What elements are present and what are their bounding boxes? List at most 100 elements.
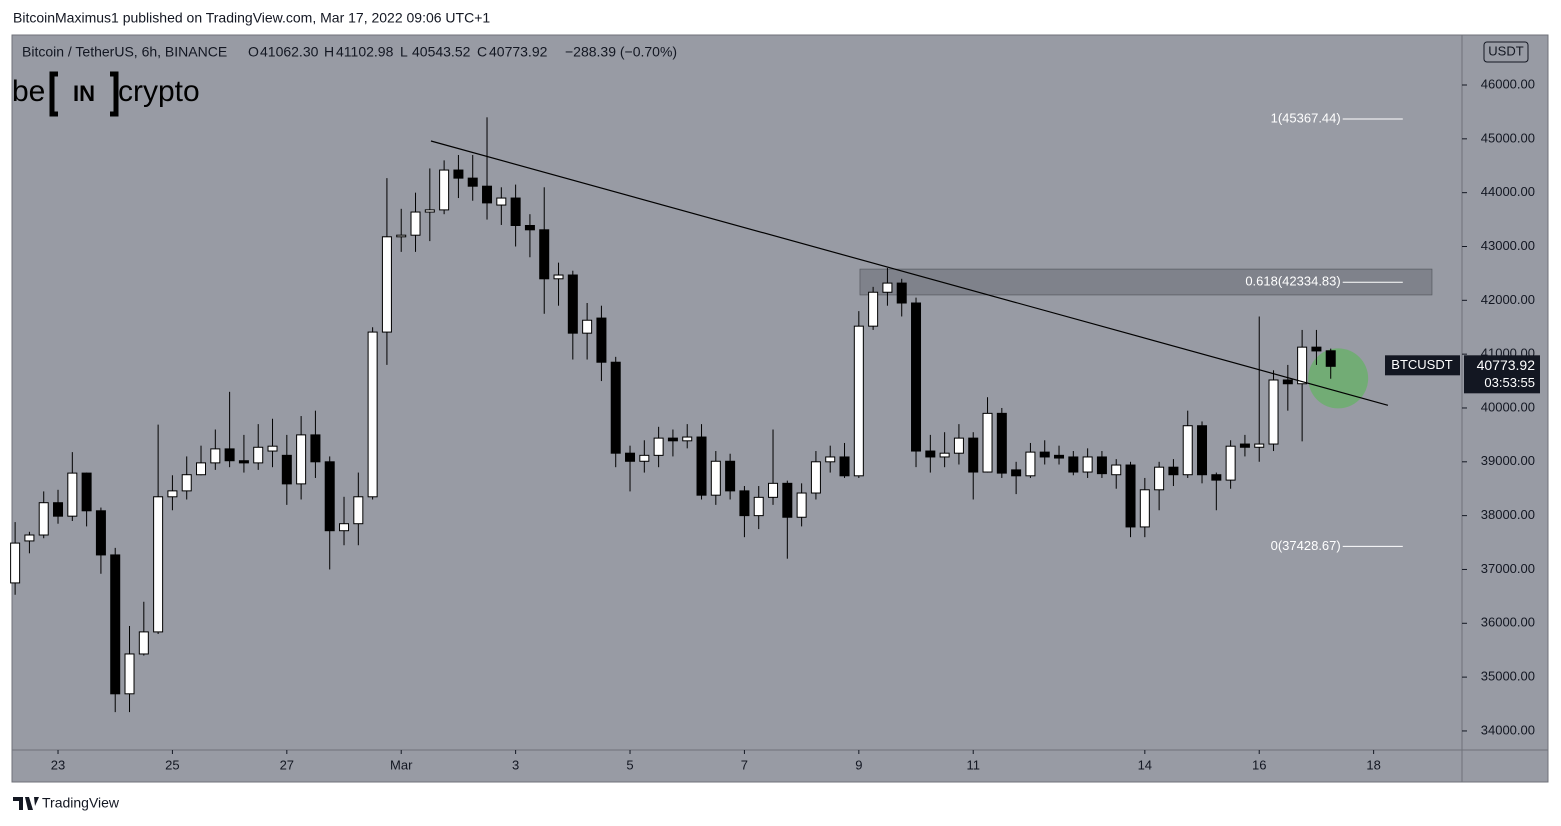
candle-body bbox=[982, 412, 993, 473]
candle-body bbox=[38, 502, 49, 536]
candle-body bbox=[482, 185, 493, 204]
currency-box bbox=[1483, 41, 1529, 63]
candle-body bbox=[739, 490, 750, 517]
ohlc-value: 41062.30 bbox=[260, 44, 319, 60]
candle-body bbox=[1111, 464, 1122, 476]
candle-body bbox=[153, 496, 164, 633]
candle-body bbox=[553, 274, 564, 280]
candle-body bbox=[796, 492, 807, 518]
x-tick-label: 5 bbox=[626, 757, 633, 772]
ohlc-key: H bbox=[324, 44, 334, 60]
candle-body bbox=[1039, 451, 1050, 458]
candle-body bbox=[1211, 474, 1222, 481]
candle-body bbox=[1068, 456, 1079, 473]
highlight-circle bbox=[1308, 348, 1369, 409]
y-tick-label: 46000.00 bbox=[1481, 76, 1535, 91]
candle-body bbox=[53, 502, 64, 517]
candle-body bbox=[1239, 443, 1250, 448]
candle-body bbox=[253, 446, 264, 464]
symbol-tag: BTCUSDT bbox=[1391, 357, 1452, 372]
ohlc-key: L bbox=[400, 44, 408, 60]
candle-body bbox=[410, 211, 421, 236]
header-text: BitcoinMaximus1 published on TradingView… bbox=[13, 10, 490, 26]
y-tick-label: 37000.00 bbox=[1481, 561, 1535, 576]
watermark-be: be bbox=[12, 75, 45, 108]
candle-body bbox=[1325, 350, 1336, 367]
x-tick-label: 27 bbox=[280, 757, 294, 772]
price-tag-box bbox=[1464, 355, 1540, 394]
candle-body bbox=[424, 209, 435, 213]
resistance-zone bbox=[859, 268, 1433, 296]
candle-body bbox=[882, 282, 893, 293]
y-tick-label: 38000.00 bbox=[1481, 507, 1535, 522]
watermark-in: IN bbox=[73, 81, 95, 106]
candle-body bbox=[67, 472, 78, 517]
y-tick-label: 44000.00 bbox=[1481, 184, 1535, 199]
candle-body bbox=[682, 436, 693, 442]
y-tick-label: 43000.00 bbox=[1481, 238, 1535, 253]
candle-body bbox=[582, 319, 593, 334]
candle-body bbox=[1154, 466, 1165, 491]
price-tag-value: 40773.92 bbox=[1477, 357, 1536, 373]
y-tick-label: 35000.00 bbox=[1481, 669, 1535, 684]
y-tick-label: 45000.00 bbox=[1481, 130, 1535, 145]
candle-body bbox=[10, 542, 21, 584]
price-tag-countdown: 03:53:55 bbox=[1484, 375, 1535, 390]
candle-body bbox=[1125, 464, 1136, 528]
candle-body bbox=[1082, 456, 1093, 473]
candle-body bbox=[567, 274, 578, 334]
candle-body bbox=[1254, 443, 1265, 448]
candle-body bbox=[81, 472, 92, 512]
ohlc-value: 41102.98 bbox=[336, 44, 394, 60]
x-tick-label: 3 bbox=[512, 757, 519, 772]
y-tick-label: 36000.00 bbox=[1481, 615, 1535, 630]
candle-body bbox=[911, 302, 922, 452]
candle-body bbox=[896, 282, 907, 304]
candle-body bbox=[1297, 346, 1308, 385]
candle-body bbox=[353, 496, 364, 525]
candle-body bbox=[396, 234, 407, 238]
trend-line bbox=[430, 140, 1389, 406]
candle-body bbox=[281, 454, 292, 485]
candle-body bbox=[510, 197, 521, 226]
x-tick-label: 25 bbox=[165, 757, 179, 772]
candle-body bbox=[1096, 456, 1107, 475]
candle-body bbox=[296, 434, 307, 485]
candle-body bbox=[467, 177, 478, 187]
symbol-tag-box bbox=[1385, 355, 1460, 376]
ohlc-value: 40773.92 bbox=[489, 44, 548, 60]
chart-background bbox=[11, 34, 1549, 783]
price-change: −288.39 (−0.70%) bbox=[565, 44, 677, 60]
candle-body bbox=[996, 412, 1007, 474]
candle-body bbox=[782, 482, 793, 518]
x-tick-label: Mar bbox=[390, 757, 413, 772]
candle-body bbox=[1197, 425, 1208, 476]
candle-body bbox=[1054, 454, 1065, 459]
candle-body bbox=[210, 448, 221, 464]
footer-brand: TradingView bbox=[42, 795, 120, 811]
candle-body bbox=[810, 461, 821, 494]
candle-body bbox=[124, 653, 135, 695]
symbol-title: Bitcoin / TetherUS, 6h, BINANCE bbox=[22, 44, 227, 60]
y-tick-label: 42000.00 bbox=[1481, 292, 1535, 307]
candle-body bbox=[968, 437, 979, 473]
candle-body bbox=[496, 197, 507, 206]
candle-body bbox=[324, 461, 335, 532]
candle-body bbox=[1182, 425, 1193, 476]
candle-body bbox=[181, 474, 192, 492]
candle-body bbox=[339, 523, 350, 532]
candle-body bbox=[1011, 469, 1022, 477]
candle-body bbox=[710, 460, 721, 496]
candle-body bbox=[110, 554, 121, 695]
candle-body bbox=[439, 169, 450, 211]
candle-body bbox=[224, 448, 235, 462]
candle-body bbox=[453, 169, 464, 179]
currency-label: USDT bbox=[1488, 43, 1523, 58]
candle-body bbox=[524, 224, 535, 231]
candle-body bbox=[196, 462, 207, 476]
candle-body bbox=[24, 534, 35, 542]
candle-body bbox=[238, 460, 249, 464]
candle-body bbox=[696, 436, 707, 496]
candle-body bbox=[539, 229, 550, 280]
candle-body bbox=[653, 437, 664, 456]
